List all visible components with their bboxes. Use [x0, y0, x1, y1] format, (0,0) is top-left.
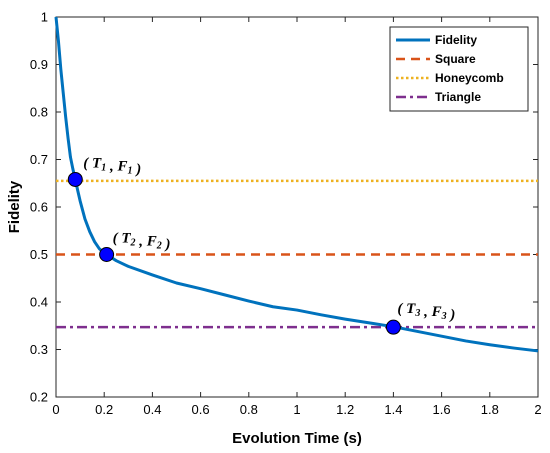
label-part: F — [116, 158, 127, 174]
x-tick-label: 1.8 — [481, 402, 499, 417]
x-tick-label: 0.4 — [143, 402, 161, 417]
label-subscript: 1 — [127, 165, 132, 176]
y-tick-label: 1 — [41, 10, 48, 25]
y-tick-label: 0.7 — [30, 152, 48, 167]
y-tick-label: 0.8 — [30, 105, 48, 120]
x-tick-label: 0.8 — [240, 402, 258, 417]
x-axis-title: Evolution Time (s) — [232, 430, 362, 447]
x-tick-label: 0 — [52, 402, 59, 417]
lines-group — [54, 16, 539, 353]
point-label-2: ( T2 , F2 ) — [113, 231, 171, 253]
label-part: ( — [113, 231, 122, 247]
point-label-1: ( T1 , F1 ) — [83, 155, 141, 177]
intersection-point-1 — [67, 171, 83, 187]
label-part: T — [406, 301, 416, 317]
label-part: F — [431, 304, 442, 320]
label-part: ) — [447, 307, 456, 323]
legend-label-square: Square — [435, 52, 476, 66]
label-part: ( — [397, 301, 406, 317]
legend-label-honeycomb: Honeycomb — [435, 71, 504, 85]
label-part: , — [420, 304, 431, 320]
label-part: T — [121, 231, 131, 247]
x-tick-label: 2 — [534, 402, 541, 417]
y-tick-label: 0.2 — [30, 390, 48, 405]
point-label-3: ( T3 , F3 ) — [397, 301, 455, 323]
x-tick-label: 1.6 — [433, 402, 451, 417]
points-group: ( T1 , F1 )( T2 , F2 )( T3 , F3 ) — [67, 155, 455, 335]
label-part: T — [92, 155, 102, 171]
y-tick-label: 0.9 — [30, 57, 48, 72]
intersection-point-2 — [99, 247, 115, 262]
legend-label-triangle: Triangle — [435, 90, 481, 104]
x-tick-label: 0.6 — [192, 402, 210, 417]
label-part: , — [136, 234, 147, 250]
legend-group: Fidelity Square Honeycomb Triangle — [389, 26, 529, 112]
label-part: ) — [132, 161, 141, 177]
y-tick-label: 0.3 — [30, 342, 48, 357]
intersection-point-3 — [385, 319, 401, 335]
y-tick-label: 0.4 — [30, 295, 48, 310]
y-tick-label: 0.6 — [30, 200, 48, 215]
label-subscript: 1 — [101, 162, 106, 173]
label-subscript: 3 — [414, 308, 420, 319]
x-tick-label: 1.2 — [336, 402, 354, 417]
x-tick-label: 0.2 — [95, 402, 113, 417]
label-part: ( — [83, 155, 92, 171]
x-tick-label: 1.4 — [384, 402, 402, 417]
series-fidelity-line — [54, 16, 539, 353]
x-tick-label: 1 — [293, 402, 300, 417]
label-part: F — [146, 234, 157, 250]
legend-label-fidelity: Fidelity — [435, 33, 477, 47]
label-subscript: 2 — [130, 238, 136, 249]
y-axis-title: Fidelity — [6, 180, 23, 233]
label-subscript: 2 — [156, 241, 162, 252]
label-part: , — [106, 158, 117, 174]
label-subscript: 3 — [441, 311, 447, 322]
y-tick-label: 0.5 — [30, 247, 48, 262]
label-part: ) — [162, 237, 171, 253]
